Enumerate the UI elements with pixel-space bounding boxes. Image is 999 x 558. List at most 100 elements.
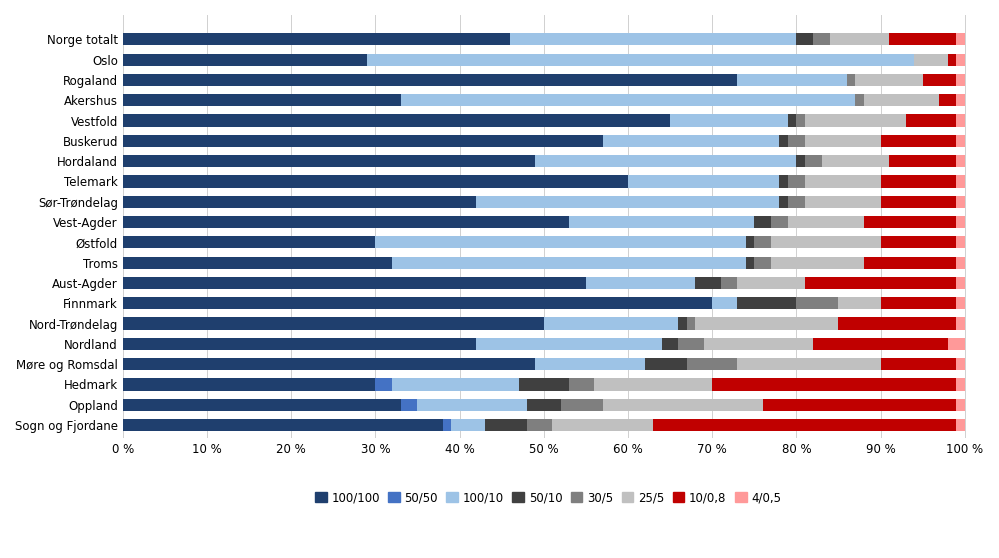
Bar bbox=[543, 318, 678, 330]
Bar bbox=[376, 236, 746, 248]
Bar bbox=[123, 114, 670, 127]
Bar bbox=[805, 277, 956, 289]
Bar bbox=[746, 257, 754, 269]
Bar bbox=[956, 419, 965, 431]
Bar bbox=[678, 338, 703, 350]
Bar bbox=[956, 54, 965, 66]
Bar bbox=[779, 134, 788, 147]
Bar bbox=[737, 277, 805, 289]
Bar bbox=[123, 419, 443, 431]
Bar bbox=[485, 419, 526, 431]
Bar bbox=[602, 134, 779, 147]
Bar bbox=[746, 236, 754, 248]
Bar bbox=[779, 175, 788, 187]
Bar bbox=[452, 419, 485, 431]
Bar bbox=[805, 114, 906, 127]
Bar bbox=[956, 175, 965, 187]
Bar bbox=[805, 155, 821, 167]
Bar bbox=[956, 378, 965, 391]
Bar bbox=[948, 54, 956, 66]
Bar bbox=[864, 257, 956, 269]
Bar bbox=[788, 175, 805, 187]
Bar bbox=[906, 114, 956, 127]
Bar bbox=[552, 419, 653, 431]
Bar bbox=[123, 196, 477, 208]
Bar bbox=[948, 338, 965, 350]
Bar bbox=[123, 236, 376, 248]
Bar bbox=[418, 398, 526, 411]
Bar bbox=[956, 257, 965, 269]
Bar bbox=[695, 277, 720, 289]
Bar bbox=[956, 318, 965, 330]
Bar bbox=[720, 277, 737, 289]
Bar bbox=[687, 318, 695, 330]
Bar bbox=[762, 398, 956, 411]
Bar bbox=[123, 74, 737, 86]
Bar bbox=[535, 358, 644, 370]
Bar bbox=[628, 175, 779, 187]
Bar bbox=[813, 338, 948, 350]
Bar bbox=[771, 216, 788, 228]
Bar bbox=[535, 155, 796, 167]
Bar bbox=[880, 297, 956, 309]
Bar bbox=[585, 277, 695, 289]
Bar bbox=[880, 175, 956, 187]
Bar bbox=[518, 378, 569, 391]
Bar bbox=[123, 318, 543, 330]
Bar bbox=[788, 114, 796, 127]
Bar bbox=[956, 297, 965, 309]
Bar bbox=[880, 236, 956, 248]
Bar bbox=[889, 33, 956, 45]
Bar bbox=[367, 54, 914, 66]
Bar bbox=[956, 216, 965, 228]
Bar bbox=[443, 419, 452, 431]
Bar bbox=[123, 134, 602, 147]
Bar bbox=[123, 33, 510, 45]
Bar bbox=[796, 297, 838, 309]
Bar bbox=[594, 378, 712, 391]
Bar bbox=[880, 196, 956, 208]
Bar bbox=[956, 398, 965, 411]
Bar bbox=[695, 318, 838, 330]
Bar bbox=[880, 358, 956, 370]
Bar bbox=[678, 318, 687, 330]
Bar bbox=[569, 216, 754, 228]
Bar bbox=[956, 94, 965, 107]
Bar bbox=[687, 358, 737, 370]
Bar bbox=[838, 318, 956, 330]
Bar bbox=[847, 74, 855, 86]
Bar bbox=[956, 155, 965, 167]
Bar bbox=[477, 338, 661, 350]
Bar bbox=[956, 358, 965, 370]
Bar bbox=[889, 155, 956, 167]
Bar bbox=[779, 196, 788, 208]
Bar bbox=[123, 175, 628, 187]
Legend: 100/100, 50/50, 100/10, 50/10, 30/5, 25/5, 10/0,8, 4/0,5: 100/100, 50/50, 100/10, 50/10, 30/5, 25/… bbox=[310, 487, 786, 509]
Bar bbox=[788, 196, 805, 208]
Bar bbox=[939, 94, 956, 107]
Bar bbox=[123, 378, 376, 391]
Bar bbox=[956, 33, 965, 45]
Bar bbox=[956, 277, 965, 289]
Bar bbox=[923, 74, 956, 86]
Bar bbox=[393, 257, 746, 269]
Bar bbox=[123, 297, 712, 309]
Bar bbox=[123, 54, 367, 66]
Bar bbox=[644, 358, 687, 370]
Bar bbox=[914, 54, 948, 66]
Bar bbox=[703, 338, 813, 350]
Bar bbox=[796, 114, 805, 127]
Bar bbox=[788, 216, 864, 228]
Bar bbox=[712, 378, 956, 391]
Bar bbox=[880, 134, 956, 147]
Bar bbox=[864, 216, 956, 228]
Bar bbox=[393, 378, 518, 391]
Bar bbox=[123, 358, 535, 370]
Bar bbox=[788, 134, 805, 147]
Bar bbox=[661, 338, 678, 350]
Bar bbox=[754, 236, 771, 248]
Bar bbox=[602, 398, 762, 411]
Bar bbox=[813, 33, 830, 45]
Bar bbox=[526, 398, 560, 411]
Bar bbox=[796, 33, 813, 45]
